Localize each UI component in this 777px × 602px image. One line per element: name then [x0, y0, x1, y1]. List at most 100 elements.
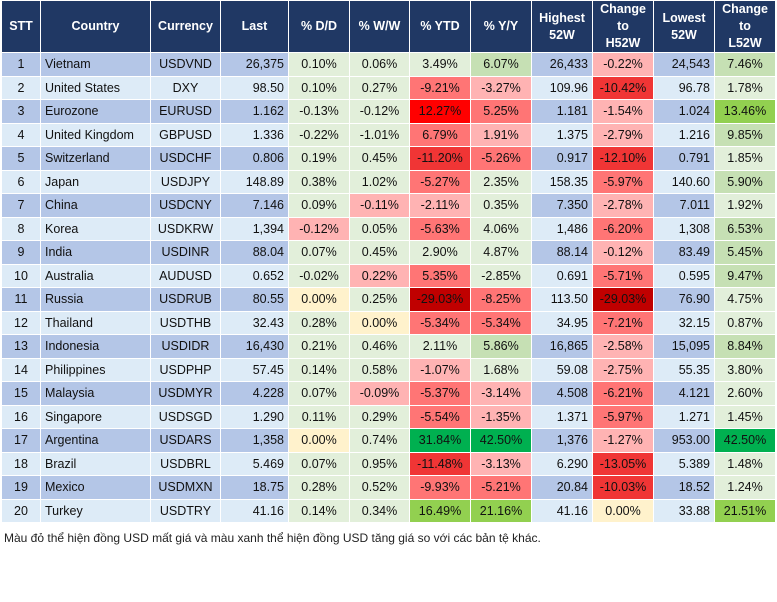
cell-stt: 18: [1, 451, 41, 476]
cell-currency: USDRUB: [150, 287, 221, 312]
cell-pct-yy: 0.35%: [470, 193, 532, 218]
cell-change-to-h52w: -6.21%: [592, 381, 654, 406]
cell-lowest-52w: 1.271: [653, 404, 715, 429]
table-row: 6 Japan USDJPY 148.89 0.38% 1.02% -5.27% 2.35% 1…: [1, 169, 776, 194]
cell-pct-ytd: 6.79%: [409, 122, 471, 147]
cell-last: 7.146: [220, 193, 289, 218]
cell-change-to-l52w: 9.47%: [714, 263, 776, 288]
cell-pct-dd: 0.00%: [288, 287, 350, 312]
cell-change-to-h52w: -2.75%: [592, 357, 654, 382]
cell-pct-ytd: -9.21%: [409, 75, 471, 100]
table-row: 14 Philippines USDPHP 57.45 0.14% 0.58% -1.07%…: [1, 357, 776, 382]
cell-country: Thailand: [40, 310, 151, 335]
cell-pct-yy: 42.50%: [470, 428, 532, 453]
cell-country: Indonesia: [40, 334, 151, 359]
cell-change-to-h52w: -10.03%: [592, 475, 654, 500]
cell-last: 88.04: [220, 240, 289, 265]
cell-pct-dd: 0.10%: [288, 75, 350, 100]
cell-pct-ww: -0.12%: [349, 99, 410, 124]
cell-pct-dd: 0.19%: [288, 146, 350, 171]
cell-last: 0.806: [220, 146, 289, 171]
cell-pct-ww: 0.06%: [349, 52, 410, 77]
cell-lowest-52w: 83.49: [653, 240, 715, 265]
cell-currency: USDTRY: [150, 498, 221, 523]
cell-pct-ytd: 2.90%: [409, 240, 471, 265]
cell-pct-yy: 21.16%: [470, 498, 532, 523]
footnote: Màu đỏ thể hiện đồng USD mất giá và màu …: [4, 531, 541, 545]
cell-currency: USDTHB: [150, 310, 221, 335]
table-row: 12 Thailand USDTHB 32.43 0.28% 0.00% -5.34% -5.…: [1, 310, 776, 335]
cell-change-to-h52w: -6.20%: [592, 216, 654, 241]
cell-currency: USDCHF: [150, 146, 221, 171]
cell-pct-yy: -5.34%: [470, 310, 532, 335]
table-row: 10 Australia AUDUSD 0.652 -0.02% 0.22% 5.35% -2…: [1, 263, 776, 288]
header-change-to-l52w: Change to L52W: [714, 0, 776, 53]
table-row: 2 United States DXY 98.50 0.10% 0.27% -9.21% -3…: [1, 75, 776, 100]
cell-pct-ytd: 5.35%: [409, 263, 471, 288]
table-row: 4 United Kingdom GBPUSD 1.336 -0.22% -1.01% 6.…: [1, 122, 776, 147]
cell-highest-52w: 4.508: [531, 381, 593, 406]
cell-last: 1,394: [220, 216, 289, 241]
cell-lowest-52w: 24,543: [653, 52, 715, 77]
cell-change-to-l52w: 3.80%: [714, 357, 776, 382]
cell-pct-ww: 0.22%: [349, 263, 410, 288]
cell-change-to-l52w: 13.46%: [714, 99, 776, 124]
cell-highest-52w: 113.50: [531, 287, 593, 312]
cell-last: 1,358: [220, 428, 289, 453]
table-row: 13 Indonesia USDIDR 16,430 0.21% 0.46% 2.11% 5.…: [1, 334, 776, 359]
cell-pct-dd: 0.09%: [288, 193, 350, 218]
cell-pct-ww: 0.25%: [349, 287, 410, 312]
cell-last: 0.652: [220, 263, 289, 288]
header-row: STT Country Currency Last% D/D% W/W% YTD% Y…: [1, 0, 776, 53]
cell-country: United Kingdom: [40, 122, 151, 147]
cell-highest-52w: 0.917: [531, 146, 593, 171]
cell-lowest-52w: 1.216: [653, 122, 715, 147]
cell-stt: 11: [1, 287, 41, 312]
cell-stt: 9: [1, 240, 41, 265]
cell-change-to-h52w: -13.05%: [592, 451, 654, 476]
cell-lowest-52w: 5.389: [653, 451, 715, 476]
cell-change-to-h52w: -1.54%: [592, 99, 654, 124]
cell-pct-dd: 0.14%: [288, 357, 350, 382]
cell-last: 148.89: [220, 169, 289, 194]
cell-highest-52w: 41.16: [531, 498, 593, 523]
cell-highest-52w: 158.35: [531, 169, 593, 194]
cell-change-to-l52w: 5.90%: [714, 169, 776, 194]
cell-pct-yy: 1.68%: [470, 357, 532, 382]
cell-pct-dd: 0.28%: [288, 310, 350, 335]
cell-pct-ww: 0.34%: [349, 498, 410, 523]
cell-lowest-52w: 18.52: [653, 475, 715, 500]
cell-change-to-h52w: -12.10%: [592, 146, 654, 171]
cell-change-to-l52w: 1.24%: [714, 475, 776, 500]
cell-pct-ytd: -1.07%: [409, 357, 471, 382]
cell-highest-52w: 0.691: [531, 263, 593, 288]
cell-currency: EURUSD: [150, 99, 221, 124]
cell-currency: USDMYR: [150, 381, 221, 406]
cell-lowest-52w: 76.90: [653, 287, 715, 312]
cell-last: 80.55: [220, 287, 289, 312]
cell-last: 41.16: [220, 498, 289, 523]
cell-pct-dd: 0.07%: [288, 381, 350, 406]
cell-highest-52w: 20.84: [531, 475, 593, 500]
cell-last: 4.228: [220, 381, 289, 406]
header-pct-dd: % D/D: [288, 0, 350, 53]
cell-last: 98.50: [220, 75, 289, 100]
header-change-to-h52w: Change to H52W: [592, 0, 654, 53]
table-row: 15 Malaysia USDMYR 4.228 0.07% -0.09% -5.37% -3…: [1, 381, 776, 406]
cell-change-to-l52w: 6.53%: [714, 216, 776, 241]
cell-change-to-l52w: 9.85%: [714, 122, 776, 147]
cell-pct-yy: -3.13%: [470, 451, 532, 476]
cell-stt: 10: [1, 263, 41, 288]
cell-country: India: [40, 240, 151, 265]
cell-change-to-l52w: 1.78%: [714, 75, 776, 100]
cell-change-to-l52w: 42.50%: [714, 428, 776, 453]
currency-table: STT Country Currency Last% D/D% W/W% YTD% Y…: [1, 0, 776, 523]
cell-pct-dd: 0.38%: [288, 169, 350, 194]
cell-highest-52w: 1,486: [531, 216, 593, 241]
cell-currency: USDVND: [150, 52, 221, 77]
cell-pct-dd: 0.21%: [288, 334, 350, 359]
cell-pct-yy: 1.91%: [470, 122, 532, 147]
cell-stt: 7: [1, 193, 41, 218]
cell-pct-ww: -0.11%: [349, 193, 410, 218]
cell-pct-ytd: -2.11%: [409, 193, 471, 218]
